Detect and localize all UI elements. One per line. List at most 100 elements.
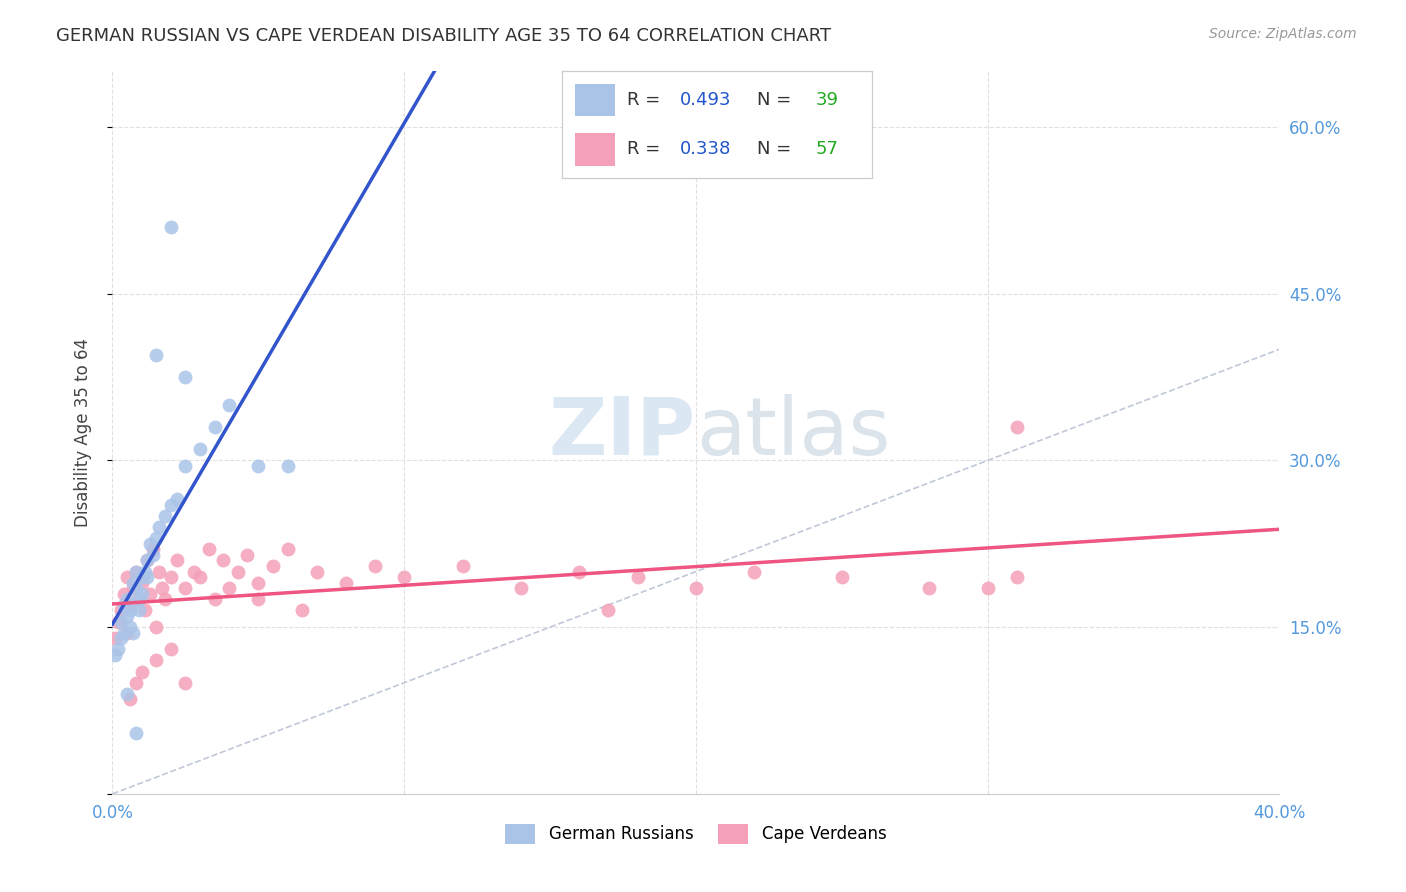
Point: [128, 592, 150, 607]
Text: N =: N =: [758, 91, 797, 109]
Point: [166, 492, 188, 507]
Point: [115, 609, 138, 624]
Point: [247, 458, 270, 473]
Point: [131, 575, 153, 590]
Point: [115, 687, 138, 701]
Point: [136, 553, 159, 567]
Point: [128, 603, 150, 617]
Point: [112, 625, 135, 640]
Point: [122, 581, 145, 595]
Point: [148, 565, 170, 579]
Point: [627, 570, 650, 584]
Point: [247, 592, 270, 607]
Text: ZIP: ZIP: [548, 393, 696, 472]
Point: [118, 603, 141, 617]
Point: [742, 565, 765, 579]
Legend: German Russians, Cape Verdeans: German Russians, Cape Verdeans: [499, 817, 893, 851]
Point: [115, 592, 138, 607]
Point: [125, 725, 148, 739]
Point: [451, 559, 474, 574]
Point: [160, 219, 183, 234]
Text: 39: 39: [815, 91, 839, 109]
Point: [118, 692, 141, 706]
Point: [247, 575, 270, 590]
Point: [568, 565, 591, 579]
Text: R =: R =: [627, 141, 666, 159]
Point: [112, 587, 135, 601]
FancyBboxPatch shape: [575, 84, 614, 116]
Point: [112, 598, 135, 612]
Point: [125, 565, 148, 579]
Point: [136, 570, 159, 584]
Text: R =: R =: [627, 91, 666, 109]
Point: [128, 592, 150, 607]
Point: [685, 581, 707, 595]
Point: [218, 398, 240, 412]
Point: [212, 553, 235, 567]
Point: [918, 581, 941, 595]
Point: [831, 570, 853, 584]
Point: [104, 648, 127, 662]
Point: [160, 642, 183, 657]
Point: [235, 548, 257, 562]
Text: 0.493: 0.493: [681, 91, 731, 109]
Point: [153, 508, 176, 523]
Text: Source: ZipAtlas.com: Source: ZipAtlas.com: [1209, 27, 1357, 41]
Point: [218, 581, 240, 595]
Point: [1005, 420, 1028, 434]
Point: [107, 615, 129, 629]
Text: N =: N =: [758, 141, 797, 159]
Point: [305, 565, 328, 579]
Point: [276, 542, 298, 557]
Point: [134, 603, 156, 617]
Point: [188, 442, 211, 457]
Point: [183, 565, 205, 579]
Point: [166, 553, 188, 567]
Point: [174, 458, 197, 473]
Point: [145, 348, 167, 362]
Point: [134, 565, 156, 579]
Point: [131, 665, 153, 679]
Point: [139, 587, 162, 601]
Point: [145, 531, 167, 545]
Point: [174, 581, 197, 595]
Point: [118, 620, 141, 634]
Point: [598, 603, 620, 617]
Point: [204, 592, 226, 607]
Point: [197, 542, 219, 557]
Point: [115, 570, 138, 584]
Point: [125, 675, 148, 690]
Point: [204, 420, 226, 434]
Point: [394, 570, 416, 584]
Point: [1005, 570, 1028, 584]
Point: [335, 575, 357, 590]
Point: [136, 553, 159, 567]
Point: [125, 565, 148, 579]
Point: [131, 570, 153, 584]
Point: [160, 570, 183, 584]
Text: atlas: atlas: [696, 393, 890, 472]
FancyBboxPatch shape: [575, 134, 614, 166]
Point: [174, 370, 197, 384]
Point: [150, 581, 173, 595]
Text: 57: 57: [815, 141, 839, 159]
Point: [110, 632, 132, 646]
Point: [148, 520, 170, 534]
Text: GERMAN RUSSIAN VS CAPE VERDEAN DISABILITY AGE 35 TO 64 CORRELATION CHART: GERMAN RUSSIAN VS CAPE VERDEAN DISABILIT…: [56, 27, 831, 45]
Point: [188, 570, 211, 584]
Point: [291, 603, 314, 617]
Point: [153, 592, 176, 607]
Point: [976, 581, 998, 595]
Point: [110, 615, 132, 629]
Point: [364, 559, 387, 574]
Point: [174, 675, 197, 690]
Point: [115, 625, 138, 640]
Text: 0.338: 0.338: [681, 141, 731, 159]
Point: [226, 565, 249, 579]
Point: [118, 598, 141, 612]
Point: [142, 542, 165, 557]
Point: [107, 642, 129, 657]
Point: [139, 537, 162, 551]
Point: [125, 581, 148, 595]
Point: [131, 587, 153, 601]
